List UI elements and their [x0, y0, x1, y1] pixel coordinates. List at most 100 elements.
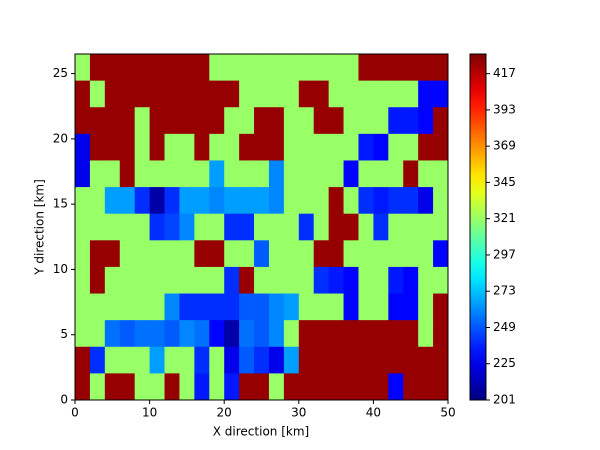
- cell: [239, 54, 255, 82]
- cell: [298, 213, 315, 241]
- cell: [194, 160, 210, 188]
- cell: [149, 320, 165, 348]
- cell: [343, 346, 359, 374]
- cell: [358, 240, 374, 268]
- cell: [254, 133, 270, 161]
- cell: [283, 373, 300, 401]
- cell: [89, 107, 106, 135]
- cell: [403, 320, 419, 348]
- cell: [194, 293, 210, 321]
- cell: [298, 266, 315, 294]
- cell: [254, 107, 270, 135]
- cell: [164, 80, 180, 108]
- cell: [388, 213, 404, 241]
- cell: [373, 107, 389, 135]
- cell: [328, 346, 344, 374]
- cell: [433, 213, 449, 241]
- cell: [224, 213, 240, 241]
- cell: [403, 373, 419, 401]
- cell: [149, 107, 165, 135]
- cell: [373, 213, 389, 241]
- cell: [149, 293, 165, 321]
- cell: [149, 54, 165, 82]
- cell: [403, 160, 419, 188]
- cell: [119, 320, 136, 348]
- cell: [313, 320, 330, 348]
- cell: [179, 107, 195, 135]
- cell: [89, 80, 106, 108]
- cell: [75, 240, 91, 268]
- cell: [388, 240, 404, 268]
- cell: [209, 54, 225, 82]
- cell: [239, 213, 255, 241]
- cell: [194, 133, 210, 161]
- colorbar-tick-label: 249: [493, 320, 516, 334]
- cell: [194, 54, 210, 82]
- cell: [104, 213, 121, 241]
- colorbar-tick-label: 297: [493, 247, 516, 261]
- cell: [268, 373, 285, 401]
- cell: [328, 160, 344, 188]
- cell: [164, 187, 180, 215]
- cell: [119, 160, 136, 188]
- cell: [358, 160, 374, 188]
- colorbar-tick-label: 225: [493, 356, 516, 370]
- cell: [254, 187, 270, 215]
- cell: [179, 187, 195, 215]
- y-tick-label: 20: [53, 131, 68, 145]
- cell: [268, 187, 285, 215]
- cell: [313, 80, 330, 108]
- cell: [268, 213, 285, 241]
- cell: [403, 187, 419, 215]
- cell: [358, 80, 374, 108]
- cell: [119, 80, 136, 108]
- cell: [224, 320, 240, 348]
- cell: [298, 54, 315, 82]
- cell: [268, 240, 285, 268]
- cell: [134, 240, 150, 268]
- cell: [104, 266, 121, 294]
- cell: [343, 187, 359, 215]
- cell: [418, 213, 434, 241]
- cell: [328, 240, 344, 268]
- cell: [254, 213, 270, 241]
- cell: [179, 293, 195, 321]
- cell: [164, 293, 180, 321]
- colorbar-tick-label: 345: [493, 175, 516, 189]
- cell: [75, 346, 91, 374]
- cell: [283, 266, 300, 294]
- cell: [358, 266, 374, 294]
- cell: [134, 373, 150, 401]
- cell: [239, 266, 255, 294]
- cell: [403, 133, 419, 161]
- cell: [388, 293, 404, 321]
- cell: [358, 107, 374, 135]
- cell: [179, 240, 195, 268]
- cell: [313, 373, 330, 401]
- cell: [224, 133, 240, 161]
- cell: [239, 346, 255, 374]
- cell: [104, 54, 121, 82]
- cell: [104, 320, 121, 348]
- y-tick-label: 5: [60, 327, 68, 341]
- cell: [134, 346, 150, 374]
- cell: [224, 266, 240, 294]
- cell: [418, 133, 434, 161]
- cell: [89, 293, 106, 321]
- cell: [224, 80, 240, 108]
- cell: [254, 240, 270, 268]
- cell: [313, 54, 330, 82]
- cell: [254, 160, 270, 188]
- cell: [164, 320, 180, 348]
- cell: [358, 133, 374, 161]
- cell: [298, 373, 315, 401]
- cell: [254, 373, 270, 401]
- cell: [134, 320, 150, 348]
- cell: [119, 213, 136, 241]
- cell: [343, 213, 359, 241]
- x-tick-label: 20: [217, 406, 232, 420]
- y-tick-label: 25: [53, 66, 68, 80]
- cell: [119, 266, 136, 294]
- cell: [433, 133, 449, 161]
